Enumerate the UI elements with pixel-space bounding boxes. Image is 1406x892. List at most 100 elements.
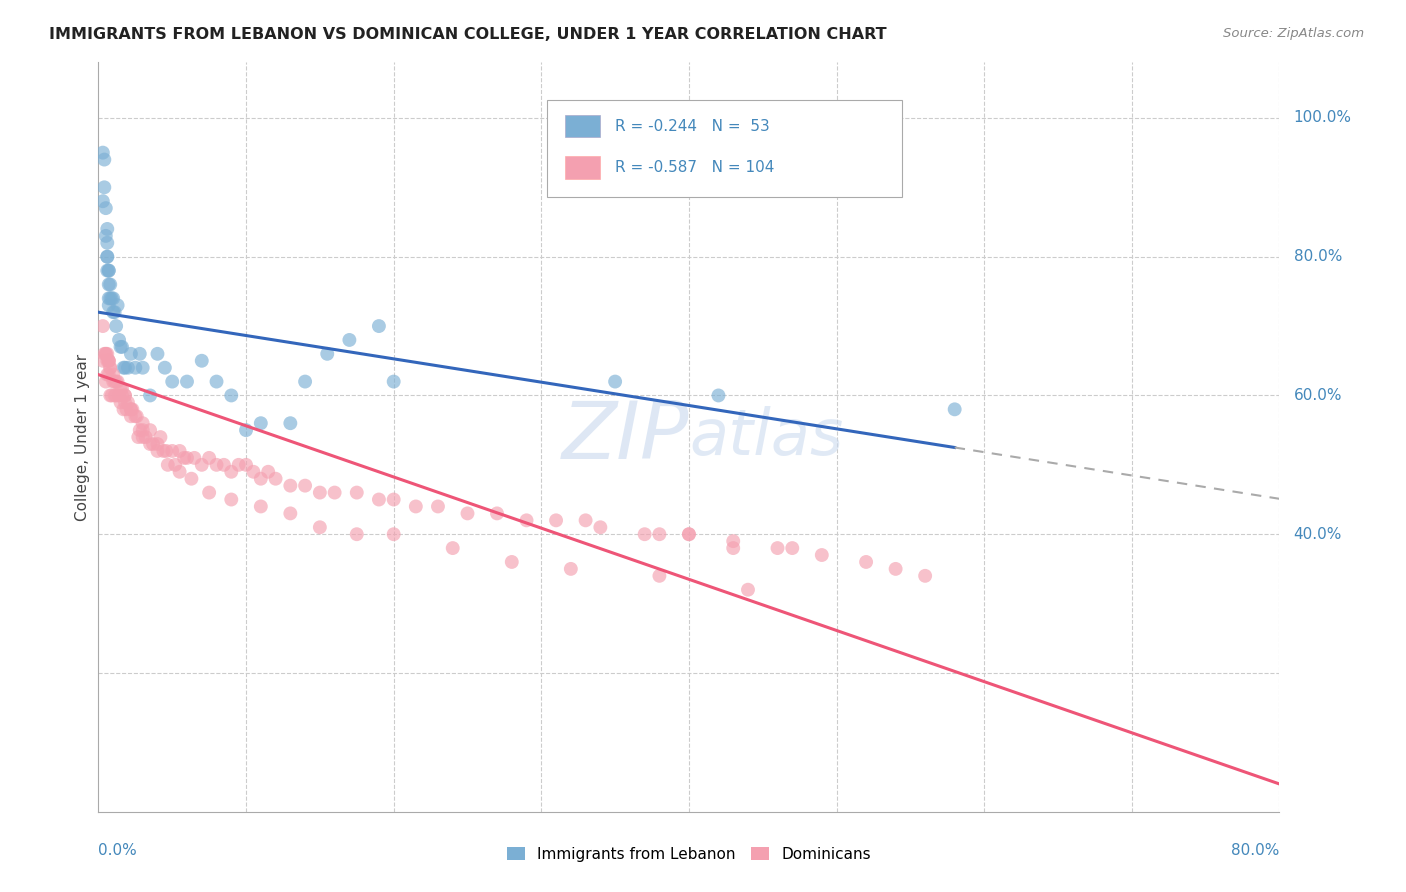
Point <box>103 305 125 319</box>
Point <box>191 458 214 472</box>
Point <box>104 305 127 319</box>
Point <box>382 375 405 389</box>
Point <box>250 416 273 430</box>
Y-axis label: College, Under 1 year: College, Under 1 year <box>75 353 90 521</box>
Point <box>110 395 132 409</box>
Point <box>169 465 191 479</box>
Point <box>228 458 250 472</box>
Point <box>96 250 118 264</box>
Point <box>346 527 368 541</box>
Point <box>156 458 179 472</box>
Point <box>108 333 131 347</box>
Point <box>198 450 221 465</box>
Point <box>515 513 537 527</box>
FancyBboxPatch shape <box>547 100 901 197</box>
Point <box>98 360 121 375</box>
Point <box>707 388 730 402</box>
Point <box>120 347 142 361</box>
Text: 0.0%: 0.0% <box>98 843 138 858</box>
Point <box>855 555 877 569</box>
Point <box>264 472 287 486</box>
Point <box>737 582 759 597</box>
Point <box>368 319 391 334</box>
Point <box>98 291 121 305</box>
Point <box>132 360 155 375</box>
Point <box>574 513 596 527</box>
Point <box>115 402 138 417</box>
Point <box>94 347 117 361</box>
Point <box>139 388 162 402</box>
Point <box>678 527 700 541</box>
Point <box>914 569 936 583</box>
Point <box>405 500 427 514</box>
Point <box>205 458 228 472</box>
Point <box>108 388 131 402</box>
Point <box>103 368 125 382</box>
Point <box>128 347 150 361</box>
Point <box>100 388 122 402</box>
Point <box>810 548 832 562</box>
Point <box>242 465 264 479</box>
Point <box>382 527 405 541</box>
Point <box>257 465 280 479</box>
Point <box>278 478 302 492</box>
Point <box>139 423 162 437</box>
Point <box>107 298 129 312</box>
Point <box>153 360 176 375</box>
Point <box>103 375 125 389</box>
Point <box>180 472 202 486</box>
Point <box>96 368 118 382</box>
Point <box>456 507 478 521</box>
Point <box>97 263 120 277</box>
Point <box>678 527 700 541</box>
Point <box>782 541 804 555</box>
Point <box>91 353 114 368</box>
Point <box>96 250 118 264</box>
Point <box>110 382 132 396</box>
Point <box>111 382 134 396</box>
Point <box>309 520 332 534</box>
Point <box>278 507 302 521</box>
Point <box>91 145 114 160</box>
Point <box>105 319 128 334</box>
Point <box>125 409 148 424</box>
Point <box>96 222 118 236</box>
Point <box>128 423 150 437</box>
Point <box>97 263 120 277</box>
Point <box>605 375 627 389</box>
Point <box>114 388 136 402</box>
Point <box>183 450 205 465</box>
Point <box>124 409 146 424</box>
Point <box>219 492 242 507</box>
Point <box>501 555 523 569</box>
Text: ZIP: ZIP <box>561 398 689 476</box>
Point <box>173 450 195 465</box>
Point <box>105 375 128 389</box>
Point <box>648 569 671 583</box>
Point <box>212 458 235 472</box>
Point <box>96 263 118 277</box>
Point <box>589 520 612 534</box>
Point <box>323 485 346 500</box>
Point <box>93 180 115 194</box>
Point <box>766 541 789 555</box>
Point <box>721 541 744 555</box>
Point <box>176 450 198 465</box>
Point <box>97 353 120 368</box>
Point <box>110 340 132 354</box>
Point <box>124 360 146 375</box>
Point <box>114 388 136 402</box>
Point <box>278 416 302 430</box>
Point <box>250 472 273 486</box>
Point <box>91 319 114 334</box>
Point <box>91 194 114 209</box>
Point <box>94 228 117 243</box>
Point <box>93 347 115 361</box>
Point <box>309 485 332 500</box>
Point <box>132 430 155 444</box>
Point <box>219 388 242 402</box>
Text: atlas: atlas <box>689 406 844 468</box>
Point <box>97 353 120 368</box>
Text: Source: ZipAtlas.com: Source: ZipAtlas.com <box>1223 27 1364 40</box>
Point <box>97 291 120 305</box>
